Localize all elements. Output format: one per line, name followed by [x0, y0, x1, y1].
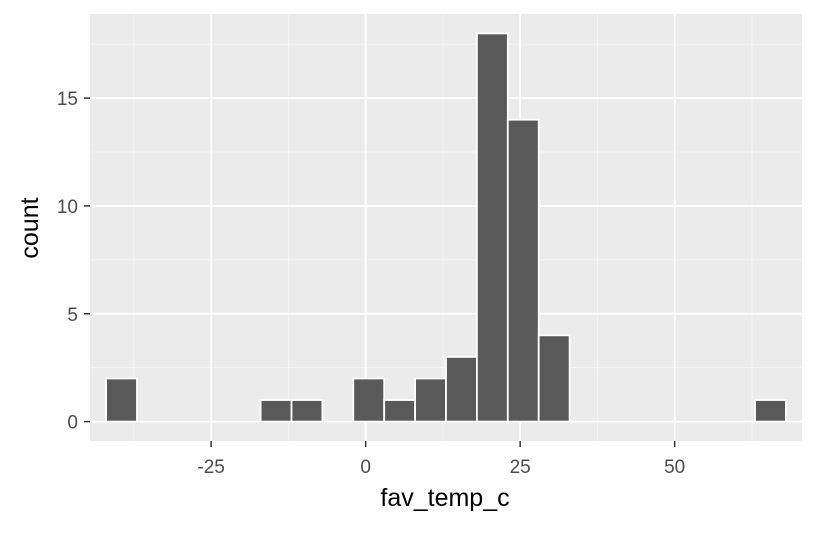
y-axis: 0 5 10 15 — [57, 89, 90, 434]
histogram-bar — [383, 399, 416, 423]
x-tick-label: 50 — [664, 457, 685, 478]
histogram-bar — [414, 377, 447, 423]
y-tick-label: 0 — [67, 413, 78, 434]
histogram-bar — [105, 377, 138, 423]
histogram-bar — [754, 399, 787, 423]
x-tick-label: -25 — [197, 457, 224, 478]
y-tick-label: 5 — [67, 305, 78, 326]
y-tick-label: 15 — [57, 89, 78, 110]
histogram-bars — [105, 32, 787, 423]
histogram-bar — [259, 399, 293, 423]
minor-gridlines — [90, 14, 802, 441]
x-tick-label: 25 — [510, 457, 531, 478]
histogram-bar — [290, 399, 324, 423]
histogram-bar — [352, 377, 386, 423]
histogram-bar — [506, 118, 540, 423]
histogram-bar — [476, 32, 509, 423]
histogram-bar — [445, 355, 478, 423]
y-tick-label: 10 — [57, 197, 78, 218]
x-axis: -25 0 25 50 — [197, 441, 685, 478]
histogram-bar — [537, 334, 571, 423]
y-axis-title: count — [16, 197, 44, 258]
x-axis-title: fav_temp_c — [380, 484, 509, 512]
x-tick-label: 0 — [360, 457, 371, 478]
